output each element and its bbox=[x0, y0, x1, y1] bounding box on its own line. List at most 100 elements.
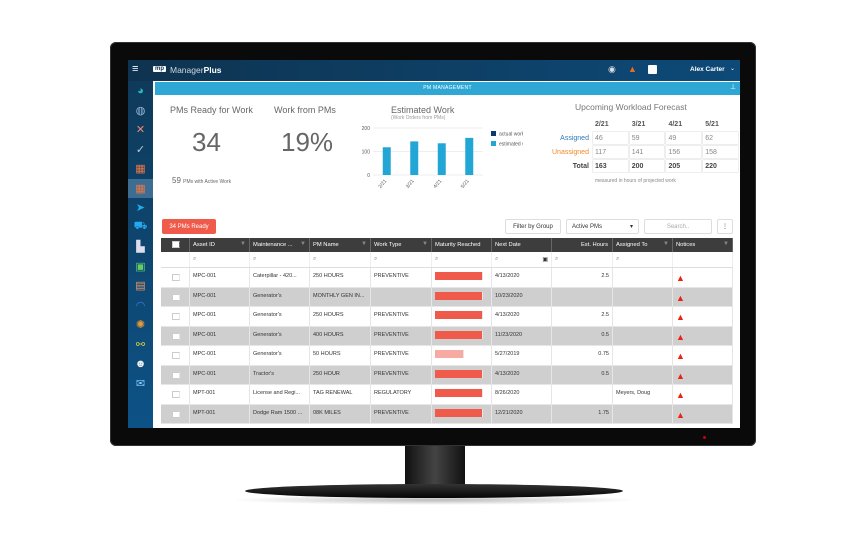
send-icon[interactable]: ➤ bbox=[135, 202, 146, 215]
maturity-bar bbox=[432, 307, 492, 326]
app-screen: ≡ mp ManagerPlus ◉ ▲ Alex Carter ⌄ ◕ ◍ ✕ ✓ ▦… bbox=[128, 60, 740, 428]
dashboard-icon[interactable]: ◕ bbox=[137, 84, 144, 97]
filter-icon[interactable]: ▼ bbox=[663, 241, 669, 247]
globe-icon[interactable]: ◍ bbox=[135, 104, 146, 117]
active-pms-select[interactable]: Active PMs ▾ bbox=[566, 219, 639, 234]
column-header[interactable]: Next Date bbox=[492, 238, 552, 252]
column-header[interactable]: Est. Hours bbox=[552, 238, 613, 252]
table-row[interactable]: MPC-001 Generator's 400 HOURS PREVENTIVE… bbox=[161, 326, 733, 346]
next-date: 8/26/2020 bbox=[492, 385, 552, 404]
row-checkbox[interactable] bbox=[161, 268, 190, 287]
column-filter-input[interactable] bbox=[673, 252, 733, 267]
reports-icon[interactable]: ▤ bbox=[135, 280, 146, 293]
chevron-down-icon[interactable]: ⌄ bbox=[730, 66, 736, 72]
forecast-header-row: 2/21 3/21 4/21 5/21 bbox=[550, 118, 738, 130]
maturity-bar bbox=[432, 346, 492, 365]
table-row[interactable]: MPT-001 License and Regi... TAG RENEWAL … bbox=[161, 385, 733, 405]
estimated-work-chart: 0 100 200 2/21 3/21 4/21 5/21 actual work estima… bbox=[362, 126, 523, 190]
column-header[interactable]: Assigned To ▼ bbox=[613, 238, 673, 252]
bell-icon[interactable]: ▲ bbox=[628, 64, 637, 74]
warning-icon[interactable]: ▲ bbox=[673, 307, 733, 326]
column-filter-input[interactable]: ⌕ bbox=[371, 252, 432, 267]
search-input[interactable]: Search.. bbox=[644, 219, 712, 234]
column-header[interactable]: Work Type ▼ bbox=[371, 238, 432, 252]
workflow-icon[interactable]: ⚯ bbox=[135, 338, 146, 351]
filter-icon[interactable]: ▼ bbox=[361, 241, 367, 247]
warning-icon[interactable]: ▲ bbox=[673, 268, 733, 287]
column-label: Asset ID bbox=[193, 242, 215, 248]
warning-icon[interactable]: ▲ bbox=[673, 365, 733, 384]
badge-icon[interactable]: ▣ bbox=[135, 260, 146, 273]
assigned-to bbox=[613, 307, 673, 326]
inbox-icon[interactable] bbox=[648, 65, 657, 74]
calendar-icon[interactable]: ▦ bbox=[135, 163, 146, 176]
table-row[interactable]: MPC-001 Caterpillar - 420... 250 HOURS P… bbox=[161, 268, 733, 288]
cart-icon[interactable]: ⛟ bbox=[133, 220, 148, 233]
maintenance-item: Tractor's bbox=[250, 365, 310, 384]
forecast-value: 205 bbox=[666, 160, 702, 172]
column-filter-input[interactable]: ⌕ bbox=[613, 252, 673, 267]
warning-icon[interactable]: ▲ bbox=[673, 287, 733, 306]
next-date: 4/13/2020 bbox=[492, 307, 552, 326]
search-icon: ⌕ bbox=[193, 256, 197, 262]
inventory-icon[interactable]: ▙ bbox=[136, 241, 145, 254]
forecast-title: Upcoming Workload Forecast bbox=[575, 102, 687, 112]
warning-icon[interactable]: ▲ bbox=[673, 326, 733, 345]
tools-icon[interactable]: ✕ bbox=[135, 124, 146, 137]
filter-icon[interactable]: ▼ bbox=[240, 241, 246, 247]
next-date: 10/23/2020 bbox=[492, 287, 552, 306]
globe-icon[interactable]: ◉ bbox=[608, 64, 616, 74]
warning-icon[interactable]: ▲ bbox=[673, 404, 733, 423]
more-options-button[interactable]: ⋮ bbox=[717, 219, 733, 234]
row-checkbox[interactable] bbox=[161, 326, 190, 345]
row-checkbox[interactable] bbox=[161, 287, 190, 306]
select-all-checkbox[interactable] bbox=[161, 238, 190, 252]
row-checkbox[interactable] bbox=[161, 404, 190, 423]
pms-ready-button[interactable]: 34 PMs Ready bbox=[162, 219, 216, 234]
column-filter-input[interactable]: ⌕ bbox=[190, 252, 250, 267]
column-filter-input[interactable]: ⌕ bbox=[432, 252, 492, 267]
table-row[interactable]: MPC-001 Generator's 50 HOURS PREVENTIVE … bbox=[161, 346, 733, 366]
filter-icon[interactable]: ▼ bbox=[422, 241, 428, 247]
column-header[interactable]: Maturity Reached bbox=[432, 238, 492, 252]
settings-icon[interactable]: ✺ bbox=[135, 319, 146, 332]
forecast-value: 220 bbox=[703, 160, 738, 172]
work-type: PREVENTIVE bbox=[371, 404, 432, 423]
table-row[interactable]: MPC-001 Generator's MONTHLY GEN IN... 10… bbox=[161, 287, 733, 307]
column-header[interactable]: Notices ▼ bbox=[673, 238, 733, 252]
forecast-value: 156 bbox=[666, 146, 702, 158]
column-filter-input[interactable]: ⌕ bbox=[250, 252, 310, 267]
hamburger-menu-icon[interactable]: ≡ bbox=[132, 63, 139, 75]
column-header[interactable]: Asset ID ▼ bbox=[190, 238, 250, 252]
user-menu[interactable]: Alex Carter bbox=[690, 66, 725, 73]
warning-icon[interactable]: ▲ bbox=[673, 385, 733, 404]
table-row[interactable]: MPT-001 Dodge Ram 1500 ... 08K MILES PRE… bbox=[161, 404, 733, 424]
column-filter-input[interactable]: ⌕ ▣ bbox=[492, 252, 552, 267]
column-header[interactable]: PM Name ▼ bbox=[310, 238, 371, 252]
checklist-icon[interactable]: ✓ bbox=[135, 143, 146, 156]
row-checkbox[interactable] bbox=[161, 385, 190, 404]
users-icon[interactable]: ☻ bbox=[134, 357, 147, 370]
pm-calendar-icon[interactable]: ▦ bbox=[128, 178, 153, 198]
kpi-active: 59 PMs with Active Work bbox=[172, 176, 232, 185]
calendar-icon[interactable]: ▣ bbox=[542, 257, 548, 263]
filter-icon[interactable]: ▼ bbox=[723, 241, 729, 247]
integration-icon[interactable]: ◠ bbox=[135, 299, 146, 312]
filter-icon[interactable]: ▼ bbox=[300, 241, 306, 247]
column-header[interactable]: Maintenance ... ▼ bbox=[250, 238, 310, 252]
column-filter-input[interactable]: ⌕ bbox=[310, 252, 371, 267]
est-hours: 0.5 bbox=[552, 326, 613, 345]
warning-icon[interactable]: ▲ bbox=[673, 346, 733, 365]
kpi-work-title: Work from PMs bbox=[274, 105, 336, 115]
row-checkbox[interactable] bbox=[161, 346, 190, 365]
table-row[interactable]: MPC-001 Tractor's 250 HOUR PREVENTIVE 4/… bbox=[161, 365, 733, 385]
mail-icon[interactable]: ✉ bbox=[135, 377, 146, 390]
column-filter-input[interactable]: ⌕ bbox=[552, 252, 613, 267]
caret-down-icon: ▾ bbox=[629, 224, 633, 230]
pin-icon[interactable]: ⊥ bbox=[730, 84, 737, 91]
pm-name: 08K MILES bbox=[310, 404, 371, 423]
row-checkbox[interactable] bbox=[161, 307, 190, 326]
row-checkbox[interactable] bbox=[161, 365, 190, 384]
table-row[interactable]: MPC-001 Generator's 250 HOURS PREVENTIVE… bbox=[161, 307, 733, 327]
filter-by-group-button[interactable]: Filter by Group bbox=[505, 219, 561, 234]
